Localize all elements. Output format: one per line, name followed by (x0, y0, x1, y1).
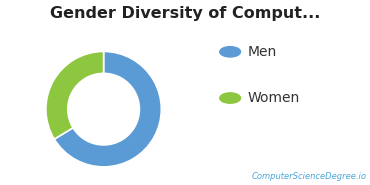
Text: Women: Women (247, 91, 299, 105)
Text: ComputerScienceDegree.io: ComputerScienceDegree.io (251, 172, 366, 181)
Text: 33.3%: 33.3% (67, 96, 96, 105)
Text: Gender Diversity of Comput...: Gender Diversity of Comput... (50, 6, 320, 21)
Text: Men: Men (247, 45, 276, 59)
Wedge shape (46, 51, 104, 139)
Text: 66.7%: 66.7% (102, 115, 131, 124)
Wedge shape (54, 51, 161, 167)
